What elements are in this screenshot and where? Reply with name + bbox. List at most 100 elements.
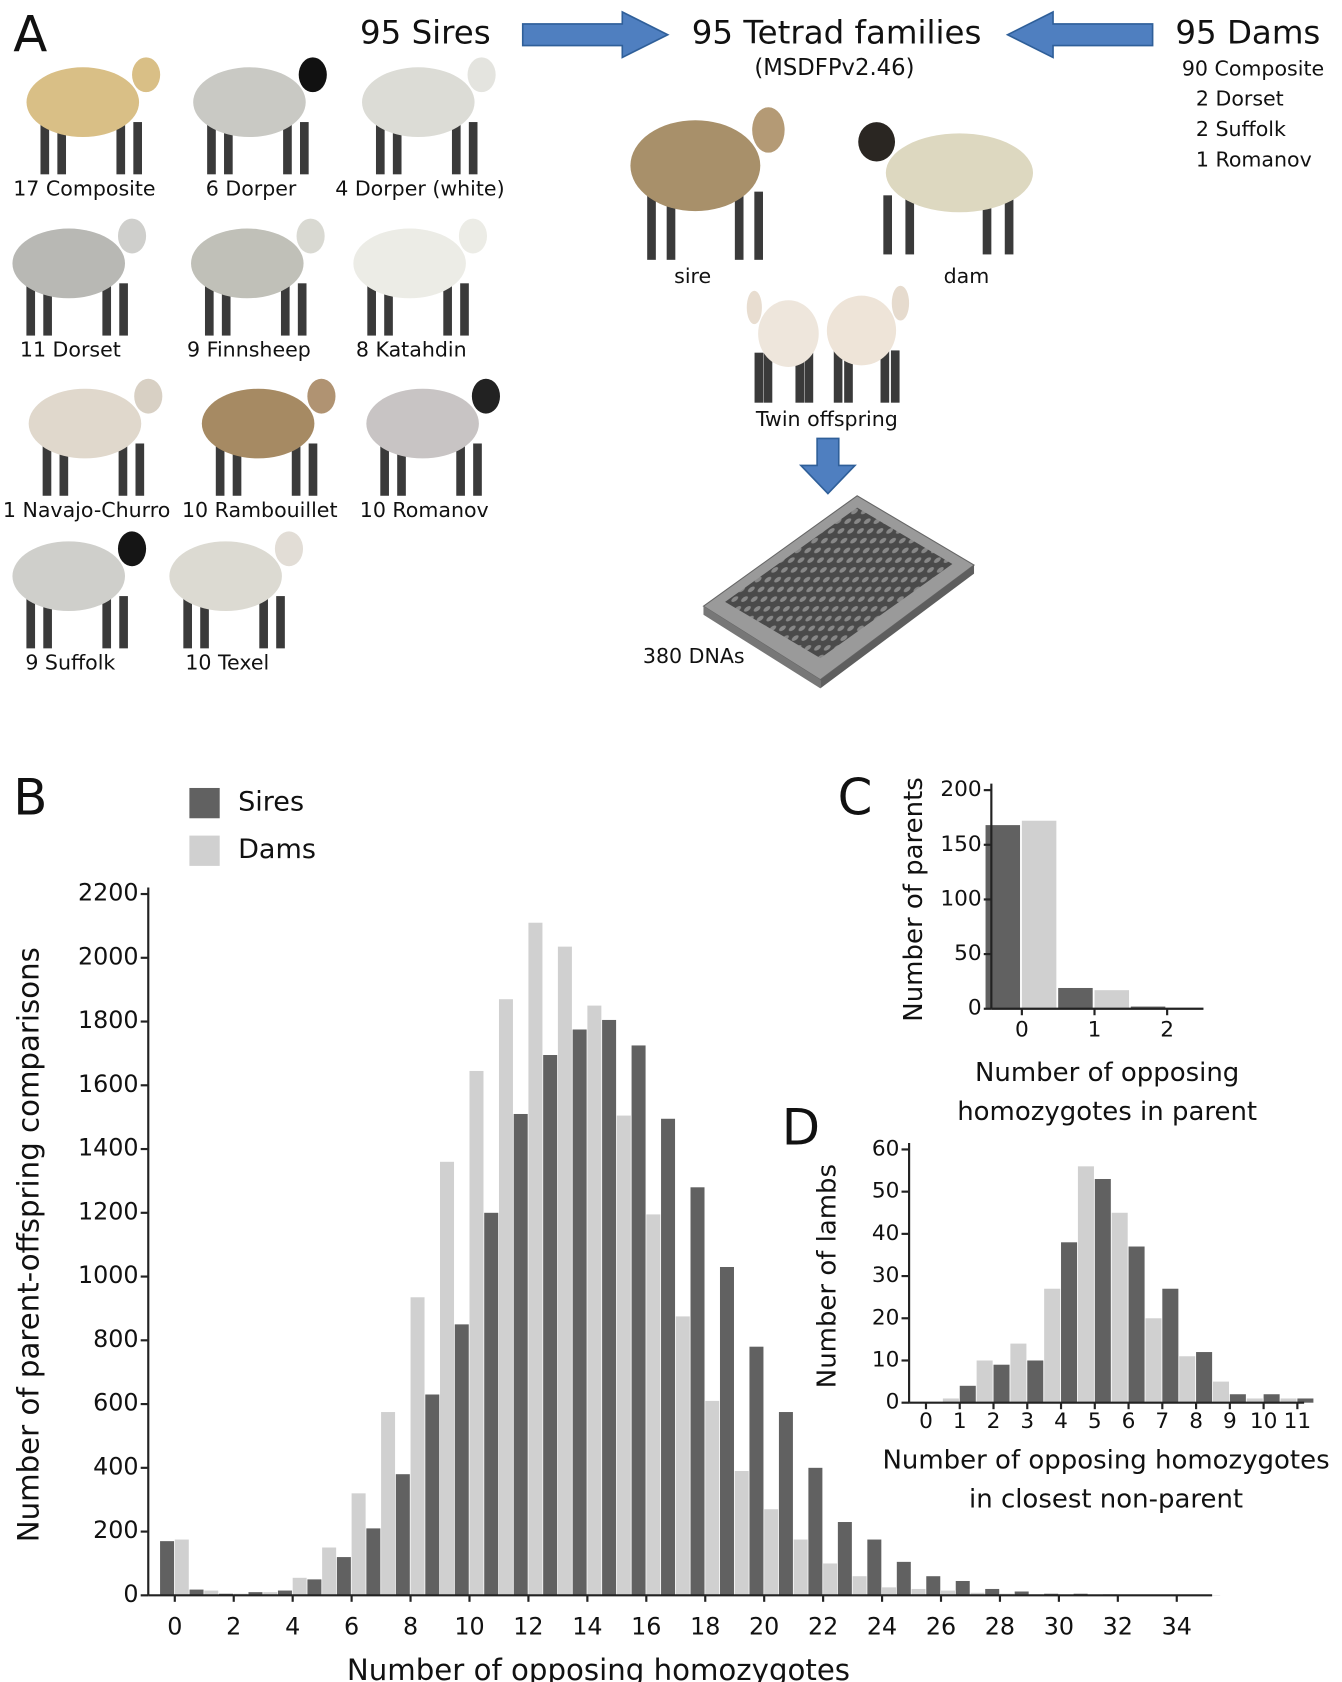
sheep-leg bbox=[880, 350, 890, 403]
bar bbox=[837, 1522, 852, 1596]
sheep-leg bbox=[460, 283, 469, 336]
bar bbox=[1044, 1288, 1061, 1403]
sheep-body bbox=[826, 295, 897, 366]
families-header: 95 Tetrad families bbox=[692, 14, 982, 52]
y-tick-label: 1400 bbox=[78, 1134, 139, 1162]
y-tick-label: 0 bbox=[886, 1390, 900, 1415]
sheep-leg bbox=[308, 443, 318, 496]
x-axis-title: Number of opposing homozygotes bbox=[882, 1446, 1329, 1476]
bar bbox=[911, 1588, 926, 1596]
bar bbox=[395, 1474, 410, 1596]
sheep-leg bbox=[283, 122, 292, 175]
bar bbox=[896, 1561, 911, 1596]
x-tick-label: 1 bbox=[953, 1409, 967, 1434]
bar bbox=[1058, 987, 1093, 1009]
bar bbox=[1130, 1006, 1166, 1009]
sheep-leg bbox=[367, 283, 376, 336]
x-tick-label: 2 bbox=[987, 1409, 1001, 1434]
bar bbox=[1162, 1288, 1179, 1403]
bar bbox=[1212, 1381, 1229, 1403]
bar bbox=[882, 1587, 897, 1596]
bar bbox=[1111, 1212, 1128, 1403]
bar bbox=[307, 1579, 322, 1596]
bar bbox=[631, 1045, 646, 1596]
sheep-head bbox=[471, 378, 501, 414]
sheep-body bbox=[193, 67, 306, 137]
bar bbox=[602, 1019, 617, 1596]
sheep-leg bbox=[204, 283, 214, 336]
sheep-leg bbox=[276, 596, 285, 649]
bar bbox=[646, 1214, 661, 1596]
dam-breed-label: 90 Composite bbox=[1182, 56, 1324, 80]
bar bbox=[263, 1592, 278, 1596]
sheep-leg bbox=[300, 122, 309, 175]
x-tick-label: 10 bbox=[454, 1612, 484, 1640]
sheep-image bbox=[630, 107, 785, 260]
sheep-leg bbox=[102, 596, 112, 649]
bar bbox=[1027, 1360, 1044, 1403]
sheep-head bbox=[298, 57, 327, 93]
bar bbox=[719, 1266, 734, 1596]
bar bbox=[675, 1316, 690, 1596]
bar bbox=[469, 1070, 484, 1596]
bar bbox=[498, 999, 513, 1596]
bar bbox=[941, 1590, 956, 1596]
sheep-leg bbox=[844, 350, 853, 403]
x-tick-label: 22 bbox=[808, 1612, 838, 1640]
bar bbox=[1021, 820, 1057, 1009]
breed-label: 9 Finnsheep bbox=[187, 338, 311, 362]
bar bbox=[189, 1589, 204, 1596]
sheep-head bbox=[746, 290, 762, 325]
sheep-body bbox=[12, 541, 126, 612]
sheep-image bbox=[12, 531, 147, 649]
bar bbox=[823, 1563, 838, 1596]
x-tick-label: 4 bbox=[285, 1612, 300, 1640]
sheep-image bbox=[191, 218, 325, 336]
families-subtitle: (MSDFPv2.46) bbox=[754, 55, 914, 81]
arrow bbox=[1005, 10, 1154, 59]
sheep-leg bbox=[215, 443, 225, 496]
sheep-head bbox=[274, 531, 304, 567]
bar bbox=[705, 1400, 720, 1596]
bar bbox=[661, 1118, 676, 1596]
bar bbox=[955, 1580, 970, 1596]
y-tick-label: 2200 bbox=[78, 879, 139, 907]
bar bbox=[793, 1539, 808, 1596]
breed-label: 8 Katahdin bbox=[356, 338, 467, 362]
legend-label: Sires bbox=[238, 787, 304, 818]
x-tick-label: 8 bbox=[403, 1612, 418, 1640]
x-tick-label: 4 bbox=[1054, 1409, 1068, 1434]
y-tick-label: 0 bbox=[968, 996, 982, 1021]
bar bbox=[440, 1161, 455, 1596]
breed-label: 4 Dorper (white) bbox=[335, 176, 504, 200]
bar bbox=[336, 1557, 351, 1596]
bar bbox=[425, 1394, 440, 1596]
breed-label: 1 Navajo-Churro bbox=[3, 498, 170, 522]
x-tick-label: 14 bbox=[572, 1612, 602, 1640]
x-tick-label: 26 bbox=[926, 1612, 956, 1640]
x-tick-label: 18 bbox=[690, 1612, 720, 1640]
bar bbox=[734, 1471, 749, 1596]
sheep-body bbox=[758, 300, 819, 367]
sheep-leg bbox=[734, 191, 744, 260]
sheep-image bbox=[26, 57, 161, 175]
panel-label: C bbox=[838, 768, 873, 826]
bar bbox=[484, 1212, 499, 1596]
sheep-leg bbox=[259, 596, 268, 649]
sheep-leg bbox=[42, 443, 52, 496]
sheep-leg bbox=[207, 122, 216, 175]
sheep-image bbox=[193, 57, 327, 175]
y-tick-label: 150 bbox=[940, 832, 981, 857]
y-tick-label: 50 bbox=[872, 1179, 900, 1204]
sheep-head bbox=[858, 122, 896, 162]
sheep-image bbox=[362, 57, 496, 175]
y-tick-label: 100 bbox=[940, 886, 981, 911]
sires-header: 95 Sires bbox=[360, 14, 491, 52]
sheep-leg bbox=[116, 122, 126, 175]
x-tick-label: 28 bbox=[985, 1612, 1015, 1640]
breed-label: 6 Dorper bbox=[206, 176, 297, 200]
arrow bbox=[521, 10, 670, 59]
dam-caption: dam bbox=[944, 264, 990, 288]
y-tick-label: 20 bbox=[872, 1305, 900, 1330]
